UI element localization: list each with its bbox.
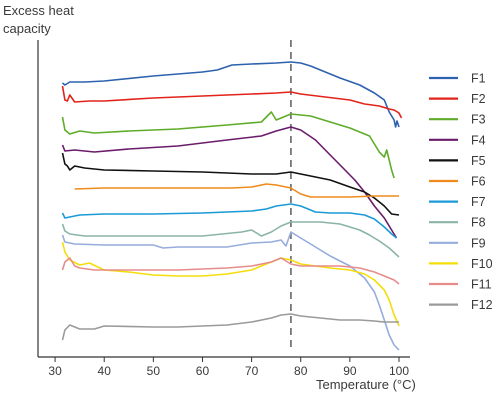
legend-label-f10: F10: [471, 257, 493, 271]
series-line-f1: [61, 61, 400, 128]
x-axis-label: Temperature (°C): [316, 377, 416, 392]
series-line-f4: [61, 126, 398, 239]
legend-label-f11: F11: [471, 278, 492, 292]
series-line-f3: [61, 111, 395, 179]
x-tick-label-50: 50: [147, 364, 161, 378]
x-tick-label-30: 30: [48, 364, 62, 378]
legend-label-f9: F9: [471, 236, 486, 250]
series-line-f8: [61, 221, 400, 258]
y-axis-label: Excess heat capacity: [3, 3, 74, 36]
x-tick-label-80: 80: [294, 364, 308, 378]
x-tick-label-40: 40: [98, 364, 112, 378]
x-tick-label-70: 70: [245, 364, 259, 378]
legend-label-f5: F5: [471, 154, 486, 168]
legend-label-f7: F7: [471, 195, 486, 209]
legend-label-f2: F2: [471, 92, 486, 106]
legend-label-f3: F3: [471, 113, 486, 127]
series-line-f9: [61, 231, 400, 351]
legend-label-f8: F8: [471, 216, 486, 230]
x-tick-label-60: 60: [196, 364, 210, 378]
series-line-f7: [61, 203, 398, 239]
series-line-f11: [61, 257, 400, 285]
x-tick-label-100: 100: [389, 364, 409, 378]
series-line-f10: [61, 241, 400, 327]
legend-label-f12: F12: [471, 298, 493, 312]
series-line-f2: [61, 85, 403, 119]
x-tick-label-90: 90: [343, 364, 357, 378]
series-line-f5: [61, 152, 400, 216]
legend-label-f4: F4: [471, 133, 486, 147]
legend-label-f1: F1: [471, 72, 486, 86]
legend-label-f6: F6: [471, 175, 486, 189]
series-line-f6: [74, 183, 399, 198]
series-line-f12: [61, 313, 399, 341]
